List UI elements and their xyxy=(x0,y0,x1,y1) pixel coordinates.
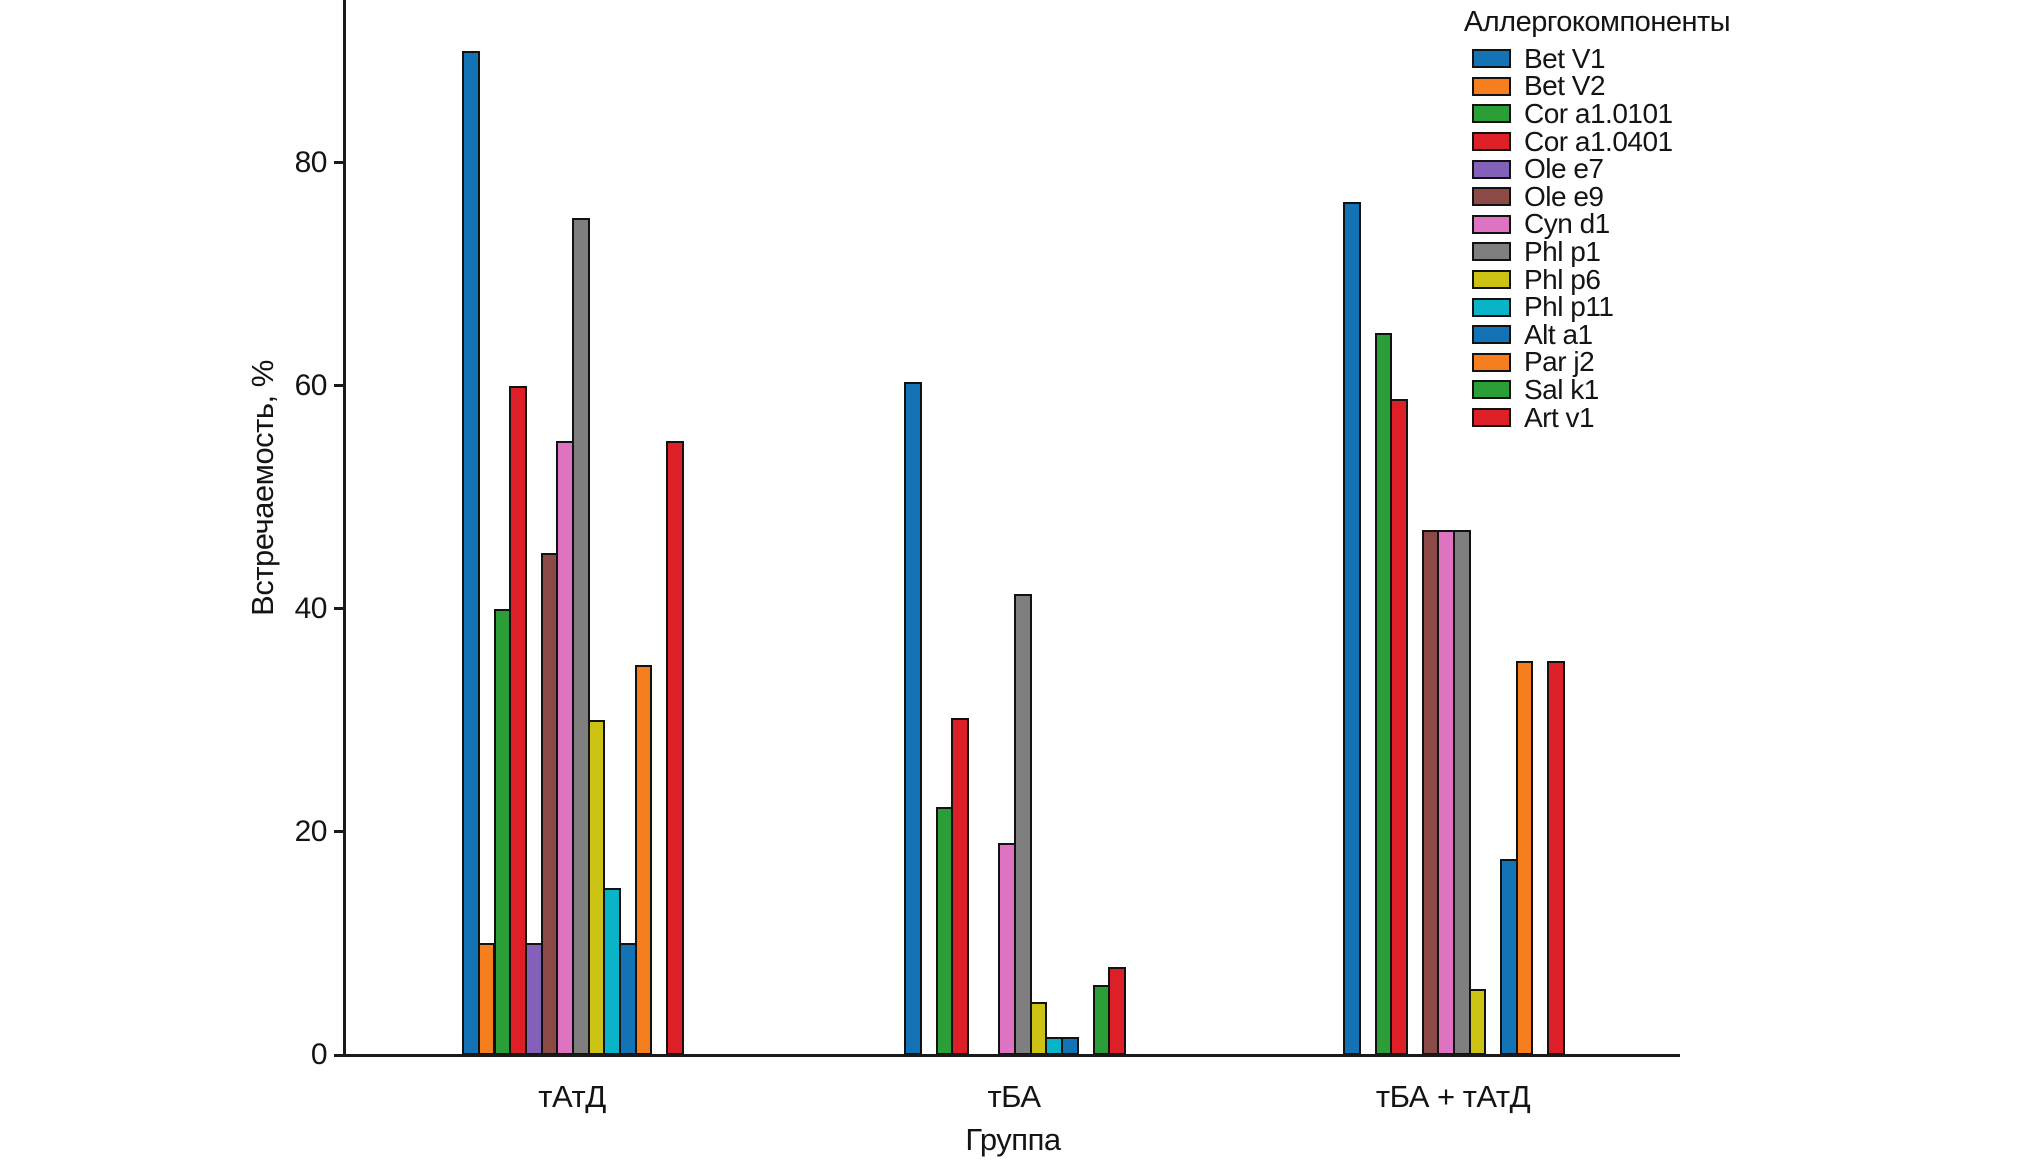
y-tick-mark xyxy=(334,161,344,164)
legend-item-label: Art v1 xyxy=(1524,401,1595,433)
bar-bet-v1 xyxy=(1343,201,1361,1055)
bar-art-v1 xyxy=(1547,661,1565,1055)
legend-swatch-icon xyxy=(1472,49,1511,69)
bar-bet-v1 xyxy=(462,50,480,1055)
bar-par-j2 xyxy=(1515,661,1534,1055)
legend-swatch-icon xyxy=(1472,187,1511,207)
legend-swatch-icon xyxy=(1472,352,1511,372)
legend-item-phl-p11: Phl p11 xyxy=(1452,291,1742,323)
legend-swatch-icon xyxy=(1472,132,1511,152)
legend-item-alt-a1: Alt a1 xyxy=(1452,318,1742,350)
legend-item-cyn-d1: Cyn d1 xyxy=(1452,208,1742,240)
legend-item-label: Ole e7 xyxy=(1524,153,1604,185)
legend-item-bet-v1: Bet V1 xyxy=(1452,42,1742,74)
legend-item-label: Bet V2 xyxy=(1524,70,1606,102)
y-tick-label: 20 xyxy=(294,814,328,848)
legend-item-label: Sal k1 xyxy=(1524,373,1599,405)
legend-item-label: Cor a1.0101 xyxy=(1524,97,1673,129)
legend-item-cor-a1-0401: Cor a1.0401 xyxy=(1452,125,1742,157)
x-category-label--: тБА xyxy=(987,1079,1041,1114)
bar-phl-p1 xyxy=(1014,594,1032,1055)
legend-item-phl-p6: Phl p6 xyxy=(1452,263,1742,295)
legend-item-phl-p1: Phl p1 xyxy=(1452,235,1742,267)
bar-par-j2 xyxy=(634,664,653,1055)
legend-item-label: Par j2 xyxy=(1524,346,1595,378)
bar-phl-p6 xyxy=(1468,989,1487,1055)
bar-phl-p1 xyxy=(1453,529,1471,1055)
legend-item-ole-e9: Ole e9 xyxy=(1452,180,1742,212)
legend-swatch-icon xyxy=(1472,380,1511,400)
legend-item-par-j2: Par j2 xyxy=(1452,346,1742,378)
legend-swatch-icon xyxy=(1472,159,1511,179)
y-tick-label: 60 xyxy=(294,368,328,402)
legend-swatch-icon xyxy=(1472,214,1511,234)
legend-item-cor-a1-0101: Cor a1.0101 xyxy=(1452,97,1742,129)
legend-item-label: Alt a1 xyxy=(1524,318,1593,350)
legend-item-label: Cyn d1 xyxy=(1524,208,1610,240)
legend-item-sal-k1: Sal k1 xyxy=(1452,373,1742,405)
y-tick-mark xyxy=(334,384,344,388)
legend-swatch-icon xyxy=(1472,104,1511,124)
x-category-label--: тАтД xyxy=(538,1079,606,1114)
legend-item-art-v1: Art v1 xyxy=(1452,401,1742,433)
y-tick-label: 80 xyxy=(294,145,328,179)
x-axis-spine xyxy=(343,1054,1680,1057)
y-axis-spine xyxy=(343,0,346,1057)
legend-item-label: Phl p6 xyxy=(1524,263,1601,295)
bar-phl-p1 xyxy=(572,218,590,1055)
legend-item-ole-e7: Ole e7 xyxy=(1452,153,1742,185)
bar-bet-v1 xyxy=(904,382,922,1055)
y-tick-label: 0 xyxy=(310,1038,328,1071)
bar-alt-a1 xyxy=(1061,1037,1079,1056)
y-tick-mark xyxy=(334,1053,344,1057)
legend-swatch-icon xyxy=(1472,76,1511,96)
bar-cor-a1-0401 xyxy=(509,385,527,1055)
legend-item-label: Bet V1 xyxy=(1524,42,1606,74)
y-tick-label: 40 xyxy=(294,591,328,625)
legend-title: Аллергокомпоненты xyxy=(1463,6,1731,38)
x-axis-title: Группа xyxy=(965,1122,1061,1157)
legend-swatch-icon xyxy=(1472,270,1511,290)
legend-swatch-icon xyxy=(1472,408,1511,428)
y-tick-mark xyxy=(334,830,344,834)
bar-art-v1 xyxy=(1108,966,1126,1055)
legend-swatch-icon xyxy=(1472,297,1511,317)
legend-swatch-icon xyxy=(1472,242,1511,262)
legend-items: Bet V1 Bet V2 Cor a1.0101 Cor a1.0401 Ole e7… xyxy=(1452,42,1742,433)
bar-cor-a1-0401 xyxy=(1390,399,1408,1055)
x-category-label--: тБА + тАтД xyxy=(1375,1079,1531,1114)
legend: Аллергокомпоненты Bet V1 Bet V2 Cor a1.010… xyxy=(1452,6,1742,433)
bar-cor-a1-0401 xyxy=(951,718,969,1055)
legend-item-label: Phl p1 xyxy=(1524,235,1601,267)
legend-swatch-icon xyxy=(1472,325,1511,345)
bar-phl-p6 xyxy=(587,720,606,1055)
legend-item-bet-v2: Bet V2 xyxy=(1452,70,1742,102)
legend-item-label: Cor a1.0401 xyxy=(1524,125,1673,157)
bar-art-v1 xyxy=(666,441,684,1055)
legend-item-label: Phl p11 xyxy=(1524,291,1614,323)
legend-item-label: Ole e9 xyxy=(1524,180,1604,212)
y-tick-mark xyxy=(334,607,344,611)
